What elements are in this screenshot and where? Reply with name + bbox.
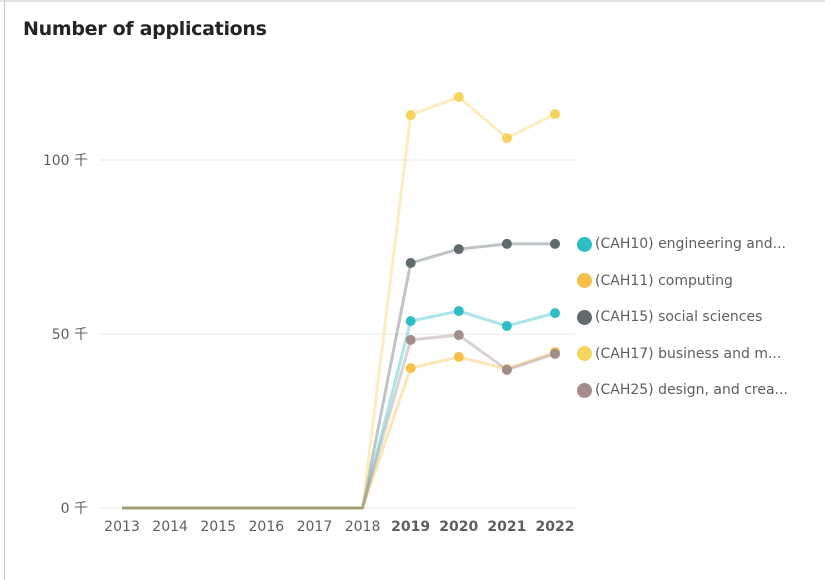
x-tick-label: 2016 (249, 519, 285, 535)
legend-item[interactable]: (CAH10) engineering and... (577, 226, 788, 263)
legend-label: (CAH11) computing (595, 272, 733, 289)
data-point-2-2019 (405, 258, 416, 269)
series-line-1 (122, 350, 556, 510)
series-line-0 (122, 309, 556, 510)
y-tick-label: 100 千 (43, 153, 88, 169)
legend-marker-icon (577, 346, 592, 362)
data-point-0-2022 (550, 308, 560, 319)
frame-top-border (0, 0, 825, 2)
x-tick-label: 2022 (536, 519, 575, 535)
series-line-4 (122, 333, 556, 510)
series-line-2 (122, 242, 555, 510)
data-point-1-2019 (405, 363, 416, 374)
x-tick-label: 2015 (200, 519, 236, 535)
data-point-2-2020 (453, 244, 464, 255)
legend-marker-icon (577, 273, 592, 289)
legend-item[interactable]: (CAH11) computing (577, 263, 788, 300)
data-point-0-2021 (501, 320, 512, 331)
x-axis: 2013 2014 2015 2016 2017 2018 2019 2020 2021 2022 (104, 519, 574, 535)
x-tick-label: 2020 (439, 519, 478, 535)
data-point-3-2022 (550, 109, 560, 120)
y-tick-label: 0 千 (61, 501, 88, 517)
data-point-3-2020 (453, 92, 464, 103)
x-tick-label: 2014 (152, 519, 188, 535)
chart-title: Number of applications (23, 18, 267, 40)
legend-marker-icon (577, 309, 592, 325)
series-line-3 (122, 95, 556, 510)
x-tick-label: 2018 (345, 519, 381, 535)
legend-item[interactable]: (CAH15) social sciences (577, 299, 788, 336)
data-point-3-2019 (405, 110, 416, 121)
legend-marker-icon (577, 382, 592, 398)
legend-label: (CAH17) business and m... (595, 345, 782, 362)
x-tick-label: 2013 (104, 519, 140, 535)
data-point-0-2019 (405, 316, 416, 327)
gridlines (100, 159, 575, 509)
data-point-1-2020 (453, 351, 464, 362)
x-tick-label: 2021 (487, 519, 526, 535)
legend: (CAH10) engineering and... (CAH11) comput… (577, 226, 788, 409)
legend-label: (CAH25) design, and crea... (595, 382, 788, 399)
y-tick-label: 50 千 (52, 327, 88, 343)
data-point-4-2020 (453, 330, 464, 341)
data-point-4-2022 (550, 348, 560, 359)
x-tick-label: 2019 (391, 519, 430, 535)
series-points (405, 92, 560, 375)
legend-item[interactable]: (CAH25) design, and crea... (577, 372, 788, 409)
data-point-2-2021 (501, 238, 512, 249)
data-point-4-2019 (405, 334, 416, 345)
legend-marker-icon (577, 236, 592, 252)
y-axis: 0 千 50 千 100 千 (43, 153, 88, 517)
legend-label: (CAH15) social sciences (595, 309, 763, 326)
data-point-3-2021 (501, 133, 512, 144)
data-point-4-2021 (501, 364, 512, 375)
legend-label: (CAH10) engineering and... (595, 236, 786, 253)
data-point-0-2020 (453, 306, 464, 317)
data-point-2-2022 (550, 238, 560, 249)
legend-item[interactable]: (CAH17) business and m... (577, 336, 788, 373)
x-tick-label: 2017 (297, 519, 333, 535)
frame-left-border (4, 0, 5, 580)
series-lines (122, 95, 556, 510)
